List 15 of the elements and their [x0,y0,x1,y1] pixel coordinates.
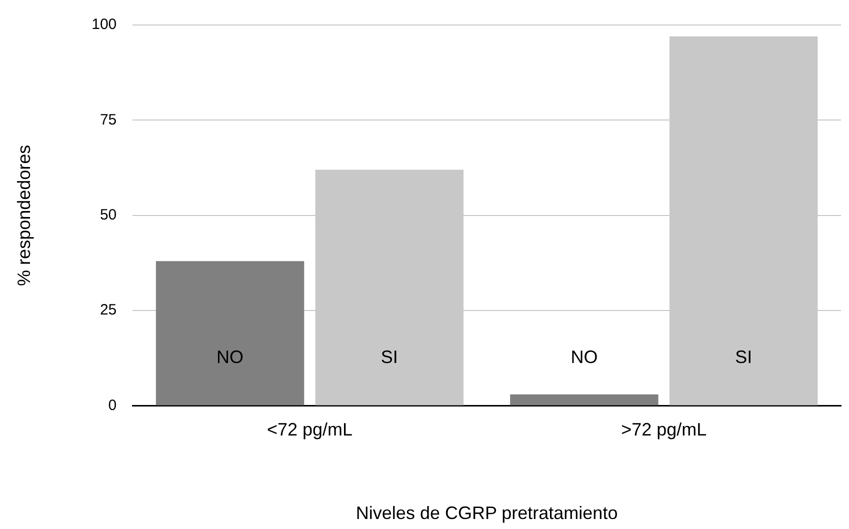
y-axis-title: % respondedores [14,144,34,286]
x-axis-title: Niveles de CGRP pretratamiento [356,503,618,524]
y-tick-label: 0 [108,396,117,414]
y-tick-label: 25 [100,302,117,319]
x-tick-label: >72 pg/mL [621,420,707,440]
bar [510,394,658,406]
x-tick-label: <72 pg/mL [266,420,352,440]
series-label: SI [380,346,398,367]
text: NO [216,346,244,367]
y-tick-label: 75 [100,111,117,128]
y-tick-label: 100 [92,16,117,34]
series-label: NO [570,346,598,367]
bar [156,261,304,406]
text: SI [735,346,752,367]
y-tick-label: 50 [100,206,117,224]
